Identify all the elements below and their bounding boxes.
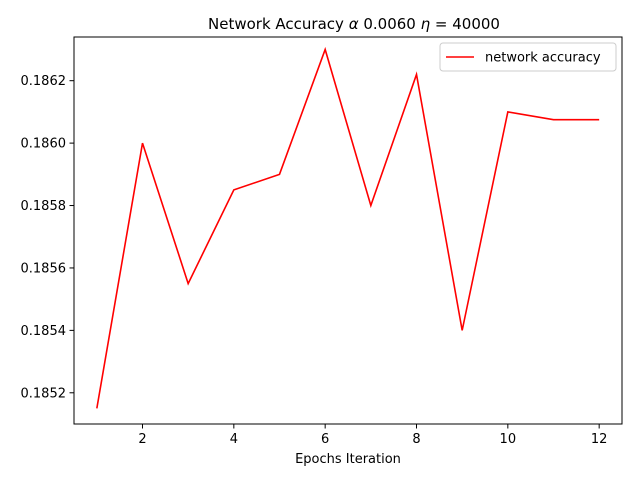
y-tick-label: 0.1858 [21,199,67,214]
series-line-network-accuracy [96,46,600,409]
x-tick-label: 2 [138,432,146,447]
x-tick-label: 10 [500,432,517,447]
x-tick-label: 4 [230,432,238,447]
axes-ticks: 2 4 6 8 10 12 0.1852 0.1854 0.1856 0.1858 0.1860 0.… [21,74,608,447]
x-tick-label: 8 [412,432,420,447]
legend-label-network-accuracy: network accuracy [485,51,601,66]
title-middle: 0.0060 [359,15,421,33]
y-tick-label: 0.1854 [21,324,67,339]
legend-box [439,42,617,72]
axes-frame [73,36,623,425]
chart-title: Network Accuracy α 0.0060 η = 40000 [208,15,500,33]
y-tick-label: 0.1862 [21,74,67,89]
x-tick-label: 6 [321,432,329,447]
title-alpha: α [349,15,359,33]
title-prefix: Network Accuracy [208,15,349,33]
legend: network accuracy [439,42,617,72]
y-tick-label: 0.1860 [21,137,67,152]
y-tick-label: 0.1856 [21,261,67,276]
y-tick-label: 0.1852 [21,386,67,401]
title-eta: η [421,15,431,33]
x-tick-label: 12 [591,432,608,447]
title-suffix: = 40000 [430,15,500,33]
x-axis-label: Epochs Iteration [295,452,401,467]
plot-area [73,36,623,425]
